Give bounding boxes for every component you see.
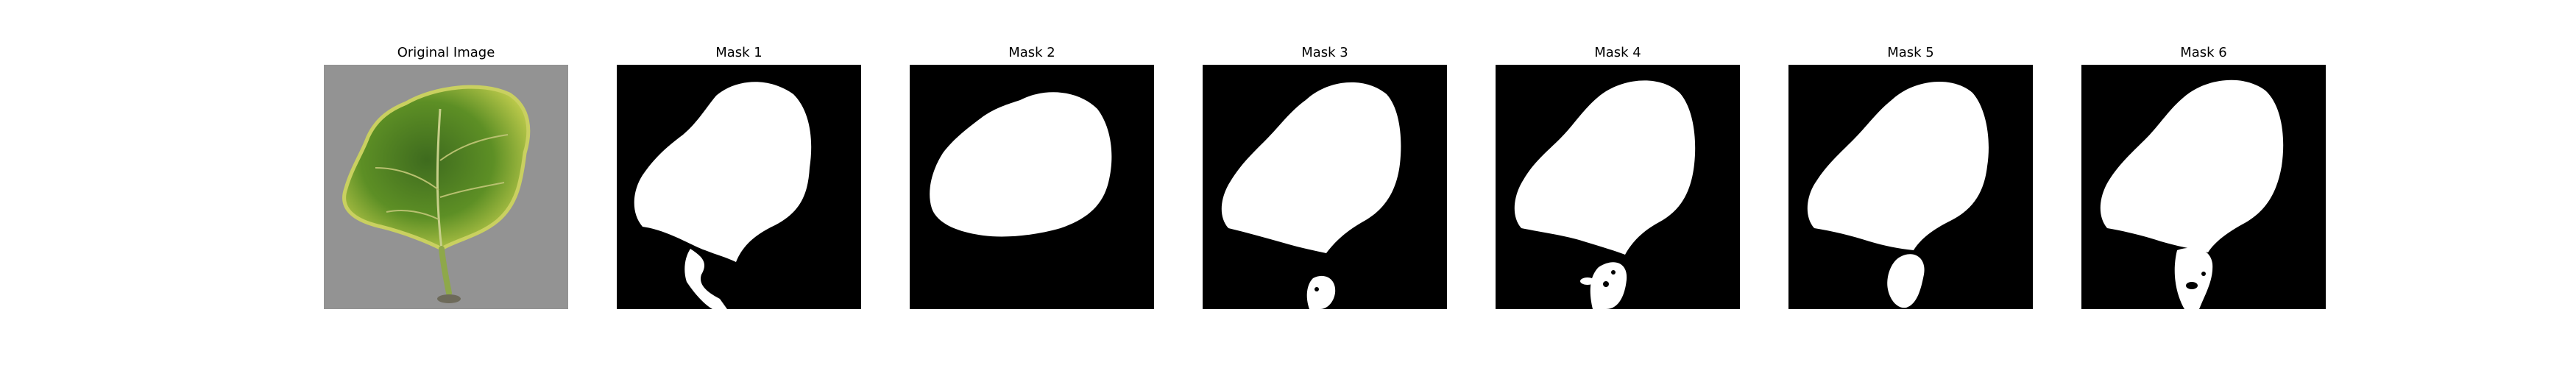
mask-image	[1788, 65, 2033, 309]
mask-image	[1496, 65, 1740, 309]
panel-title: Mask 1	[715, 45, 762, 60]
panel-title: Mask 6	[2180, 45, 2227, 60]
mask-image	[1203, 65, 1447, 309]
original-leaf-photo	[324, 65, 568, 309]
panel-title: Mask 3	[1301, 45, 1348, 60]
panel-title: Original Image	[397, 45, 495, 60]
panel-title: Mask 2	[1008, 45, 1055, 60]
panel-title: Mask 5	[1887, 45, 1934, 60]
mask-image	[617, 65, 861, 309]
panel-title: Mask 4	[1594, 45, 1641, 60]
mask-image	[910, 65, 1154, 309]
mask-image	[2081, 65, 2326, 309]
